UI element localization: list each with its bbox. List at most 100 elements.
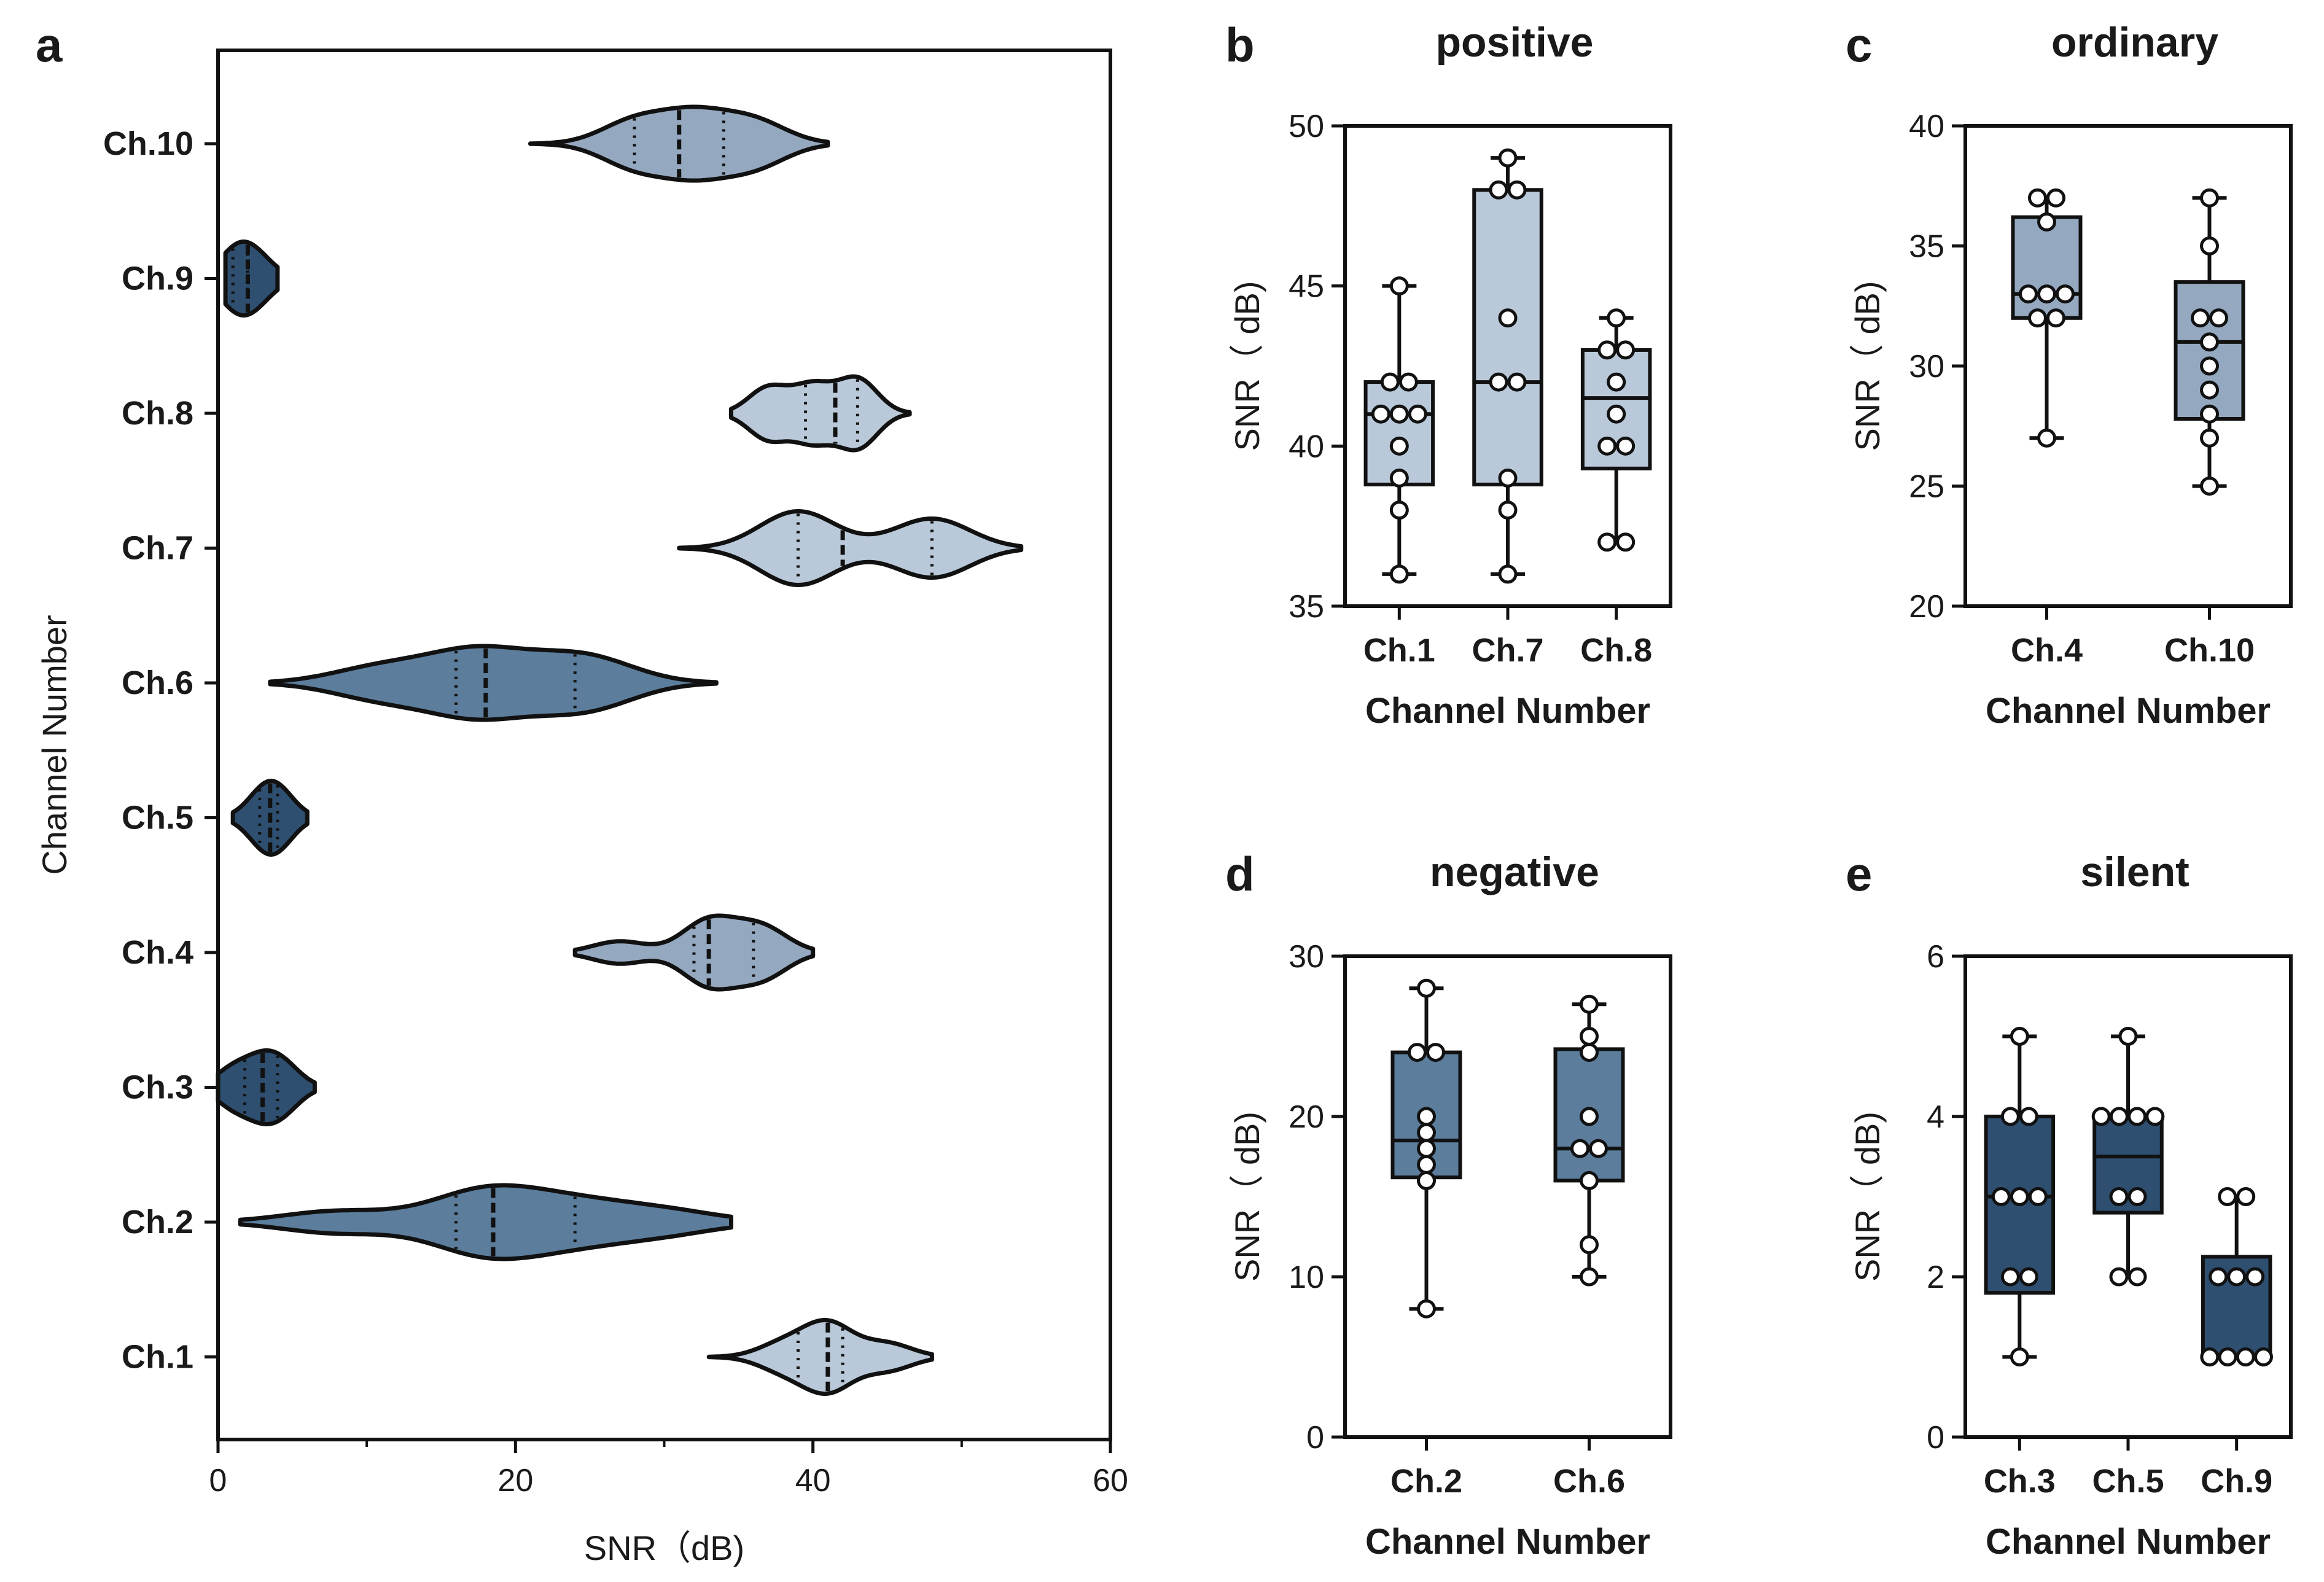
data-point <box>1616 532 1636 552</box>
data-point <box>1607 308 1626 328</box>
x-tick-label: Ch.10 <box>2164 632 2255 669</box>
data-point <box>2200 1347 2220 1366</box>
y-tick-label: 45 <box>1289 269 1324 305</box>
data-point <box>1589 1139 1608 1158</box>
data-point <box>1417 1139 1436 1158</box>
data-point <box>1580 1043 1599 1062</box>
violin-ch6 <box>268 644 719 722</box>
data-point <box>2218 1187 2237 1206</box>
data-point <box>1498 148 1518 168</box>
y-tick-label: 50 <box>1289 109 1324 144</box>
data-point <box>1426 1043 1445 1062</box>
panel-letter-d: d <box>1225 847 1255 901</box>
violin-ch2 <box>238 1183 733 1261</box>
data-point <box>2046 308 2065 328</box>
panel-letter-c: c <box>1846 18 1872 72</box>
panel-title-e: silent <box>2080 849 2189 895</box>
data-point <box>1507 372 1527 392</box>
x-axis-label: Channel Number <box>1365 691 1650 731</box>
data-point <box>2200 404 2219 424</box>
data-point <box>1580 1235 1599 1255</box>
y-tick-label: 40 <box>1289 429 1324 464</box>
data-point <box>1489 372 1508 392</box>
y-axis-label: SNR（ dB) <box>1228 1112 1266 1282</box>
y-tick-label: 0 <box>1927 1420 1944 1455</box>
y-tick-label: 30 <box>1289 939 1324 975</box>
panel-title-b: positive <box>1436 19 1594 66</box>
data-point <box>2200 332 2219 352</box>
data-point <box>1408 1043 1427 1062</box>
data-point <box>2109 1107 2129 1126</box>
data-point <box>1580 1171 1599 1190</box>
data-point <box>1597 532 1617 552</box>
box <box>1472 188 1543 486</box>
data-point <box>1580 1267 1599 1287</box>
panel-letter-e: e <box>1846 847 1872 901</box>
data-point <box>1607 372 1626 392</box>
box-chart-b: 35 40 45 50 SNR（ dB) Channel Number Ch.1 Ch.7 Ch… <box>1228 109 1672 731</box>
data-point <box>1417 1171 1436 1190</box>
data-point <box>1417 1299 1436 1319</box>
y-tick-label: Ch.10 <box>103 125 193 162</box>
x-axis-label: SNR（dB) <box>584 1529 744 1567</box>
panel-letter-a: a <box>36 18 63 72</box>
data-point <box>2019 1107 2038 1126</box>
x-tick-label: Ch.7 <box>1472 632 1543 669</box>
data-point <box>2037 212 2056 232</box>
data-point <box>1607 404 1626 424</box>
data-point <box>2010 1347 2029 1366</box>
y-tick-label: 10 <box>1289 1260 1324 1295</box>
y-tick-label: 4 <box>1927 1099 1944 1135</box>
data-point <box>2200 380 2219 400</box>
data-point <box>2127 1267 2147 1287</box>
data-point <box>2010 1027 2029 1046</box>
y-tick-label: Ch.8 <box>122 395 193 432</box>
y-tick-label: Ch.4 <box>122 934 193 971</box>
box-chart-d: 0 10 20 30 SNR（ dB) Channel Number Ch.2 Ch.6 <box>1228 939 1672 1562</box>
data-point <box>2200 356 2219 376</box>
data-point <box>2019 284 2038 304</box>
data-point <box>1616 340 1636 360</box>
data-point <box>1371 404 1390 424</box>
data-point <box>2118 1027 2138 1046</box>
data-point <box>2037 284 2056 304</box>
data-point <box>1398 372 1418 392</box>
data-point <box>1389 404 1409 424</box>
y-axis-label: SNR（ dB) <box>1848 281 1887 451</box>
data-point <box>2236 1347 2255 1366</box>
data-point <box>2253 1347 2273 1366</box>
x-tick-label: Ch.6 <box>1553 1463 1625 1500</box>
data-point <box>1408 404 1427 424</box>
plot-frame <box>1343 954 1672 1439</box>
y-tick-label: Ch.1 <box>122 1339 193 1376</box>
data-point <box>1389 276 1409 296</box>
data-point <box>2010 1187 2029 1206</box>
data-point <box>2209 1267 2228 1287</box>
data-point <box>2127 1107 2147 1126</box>
x-tick-label: Ch.5 <box>2092 1463 2164 1500</box>
data-point <box>2109 1267 2129 1287</box>
x-tick-label: 40 <box>795 1463 831 1498</box>
y-tick-label: 20 <box>1909 589 1944 625</box>
y-tick-label: 20 <box>1289 1099 1324 1135</box>
data-point <box>1489 180 1508 200</box>
y-tick-label: Ch.9 <box>122 260 193 297</box>
x-tick-label: 0 <box>209 1463 227 1498</box>
y-axis-label: SNR（ dB) <box>1228 281 1266 451</box>
y-tick-label: Ch.3 <box>122 1069 193 1106</box>
data-point <box>2028 1187 2048 1206</box>
y-tick-label: Ch.2 <box>122 1204 193 1241</box>
x-tick-label: 60 <box>1093 1463 1128 1498</box>
y-tick-label: 35 <box>1909 229 1944 265</box>
data-point <box>2227 1267 2247 1287</box>
data-point <box>2145 1107 2165 1126</box>
data-point <box>2236 1187 2256 1206</box>
data-point <box>2109 1187 2129 1206</box>
x-tick-label: Ch.8 <box>1580 632 1652 669</box>
data-point <box>1498 564 1518 584</box>
y-tick-label: Ch.6 <box>122 664 193 701</box>
data-point <box>1417 1123 1436 1142</box>
x-tick-label: Ch.9 <box>2201 1463 2272 1500</box>
data-point <box>1991 1187 2011 1206</box>
